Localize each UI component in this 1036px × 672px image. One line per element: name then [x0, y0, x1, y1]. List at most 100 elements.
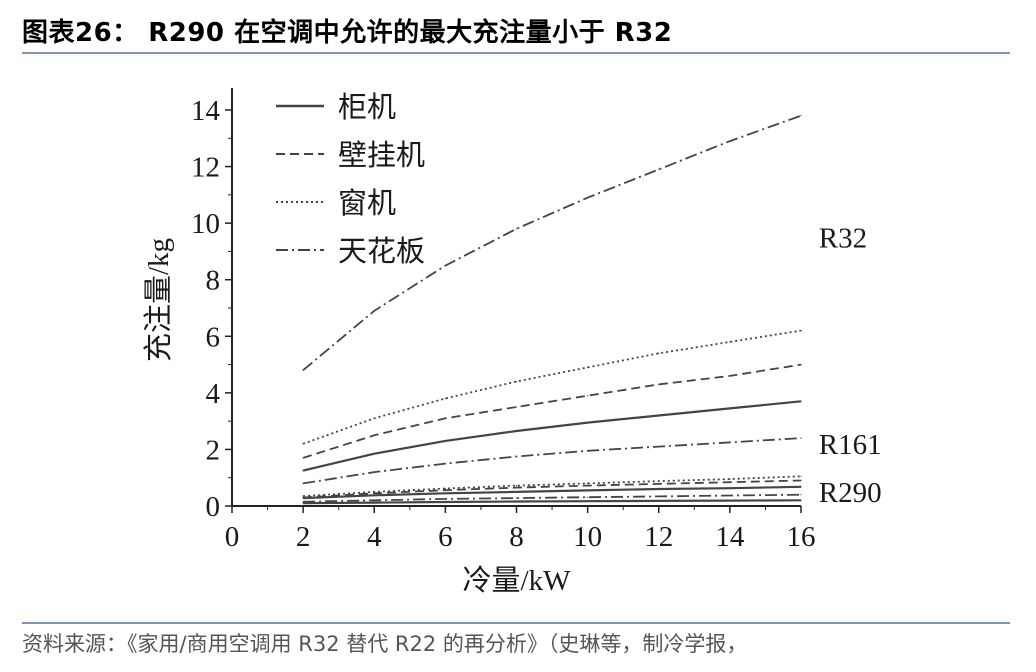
data-point [658, 352, 660, 354]
y-tick-label: 6 [206, 321, 221, 353]
data-point [444, 440, 446, 442]
y-tick-label: 14 [191, 95, 221, 127]
data-point [373, 502, 375, 504]
y-tick-label: 10 [191, 208, 220, 240]
source-divider [22, 622, 1010, 624]
data-point [800, 494, 802, 496]
data-point [444, 397, 446, 400]
data-point [302, 457, 304, 459]
source-note: 资料来源：《家用/商用空调用 R32 替代 R22 的再分析》（史琳等，制冷学报… [22, 632, 748, 656]
series-line [302, 437, 802, 485]
data-point [373, 417, 375, 419]
refrigerant-label: R290 [819, 477, 882, 509]
data-point [444, 492, 446, 494]
data-point [658, 488, 660, 490]
y-tick-label: 0 [206, 491, 221, 523]
data-point [302, 482, 304, 484]
refrigerant-label: R161 [819, 429, 882, 461]
data-point [729, 487, 731, 489]
series-line [303, 493, 802, 503]
data-point [515, 491, 518, 493]
data-point [800, 475, 802, 477]
legend-label: 柜机 [338, 91, 396, 124]
data-point [515, 406, 518, 408]
data-point [373, 499, 375, 501]
data-point [515, 430, 518, 432]
data-point [444, 264, 446, 267]
data-point [515, 500, 518, 503]
data-point [587, 489, 589, 492]
data-point [444, 498, 446, 500]
data-point [373, 492, 375, 494]
data-point [729, 494, 731, 497]
data-point [800, 115, 802, 117]
data-point [658, 480, 660, 482]
data-point [729, 407, 731, 410]
data-point [302, 502, 304, 504]
data-point [302, 369, 304, 371]
data-point [515, 380, 518, 383]
series-line [302, 400, 802, 472]
data-point [800, 486, 802, 488]
data-point [515, 485, 518, 487]
y-tick-label: 8 [206, 265, 221, 297]
data-point [658, 495, 660, 497]
x-tick-label: 0 [225, 521, 240, 553]
data-point [302, 443, 304, 445]
data-point [373, 434, 375, 436]
legend-label: 窗机 [338, 187, 396, 220]
data-point [658, 483, 660, 485]
data-point [373, 310, 375, 312]
legend-label: 天花板 [338, 235, 425, 268]
data-point [800, 330, 802, 332]
data-point [444, 501, 446, 503]
y-tick-label: 2 [206, 434, 221, 466]
data-point [729, 478, 731, 480]
x-tick-label: 8 [509, 521, 524, 553]
data-point [373, 494, 375, 496]
data-point [587, 485, 589, 487]
data-point [373, 491, 375, 493]
series-line [303, 485, 802, 500]
data-point [444, 462, 446, 465]
data-point [515, 228, 518, 230]
data-point [302, 497, 304, 499]
data-point [729, 500, 731, 502]
data-point [373, 471, 375, 473]
data-point [587, 482, 589, 484]
series-line [303, 475, 802, 497]
y-tick-label: 4 [206, 378, 221, 410]
x-tick-label: 10 [573, 521, 602, 553]
data-point [587, 496, 589, 498]
data-point [587, 450, 589, 452]
series-line [303, 499, 802, 505]
x-tick-label: 6 [438, 521, 453, 553]
data-point [587, 500, 589, 502]
data-point [373, 453, 375, 455]
x-tick-label: 16 [787, 521, 816, 553]
data-point [587, 395, 589, 397]
x-tick-label: 4 [367, 521, 382, 553]
data-point [658, 383, 660, 385]
data-point [658, 414, 660, 417]
refrigerant-label: R32 [819, 222, 867, 254]
y-axis-title: 充注量/kg [142, 238, 175, 362]
x-tick-label: 14 [715, 521, 745, 553]
data-point [444, 487, 446, 490]
data-point [800, 499, 802, 501]
data-point [800, 437, 802, 439]
legend-label: 壁挂机 [338, 139, 425, 172]
data-point [658, 446, 660, 448]
data-point [587, 197, 589, 199]
data-point [729, 140, 731, 142]
data-point [515, 487, 518, 489]
x-axis-title: 冷量/kW [463, 564, 572, 597]
series-line [302, 114, 802, 371]
data-point [729, 441, 731, 443]
data-point [729, 375, 731, 377]
data-point [587, 421, 589, 424]
data-point [302, 501, 304, 503]
title-divider [22, 52, 1010, 54]
data-point [444, 417, 446, 419]
x-tick-label: 12 [644, 521, 673, 553]
